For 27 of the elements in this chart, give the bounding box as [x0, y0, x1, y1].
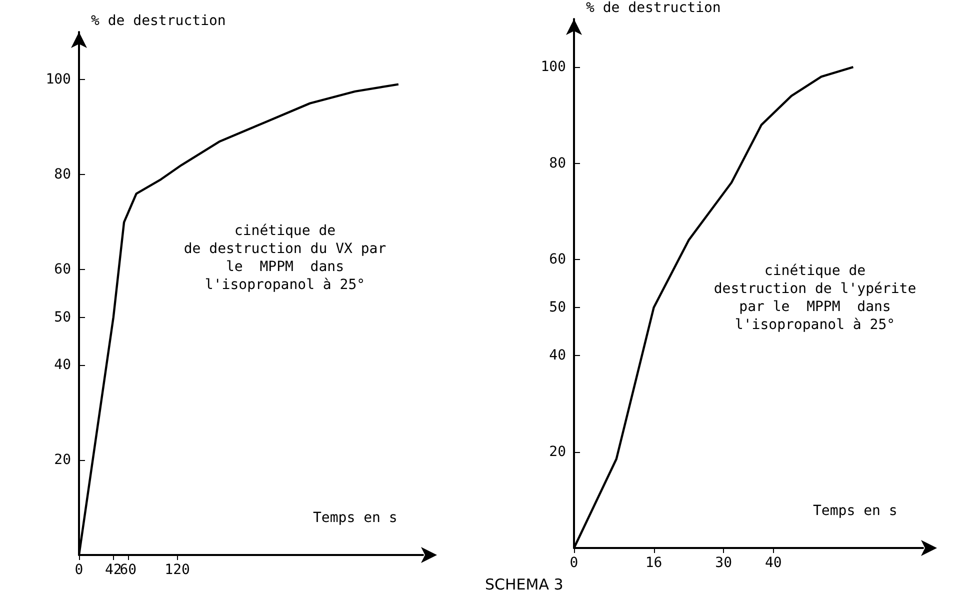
- y-tick-label: 50: [549, 300, 566, 316]
- x-axis-title: Temps en s: [313, 510, 398, 526]
- y-tick-label: 80: [549, 155, 566, 172]
- y-tick-label: 20: [549, 444, 566, 460]
- y-tick-label: 50: [54, 309, 71, 326]
- x-axis-title: Temps en s: [813, 503, 898, 519]
- text: SCHEMA 3: [485, 576, 564, 594]
- y-tick-label: 60: [549, 251, 566, 268]
- y-tick-label: 40: [54, 356, 71, 373]
- x-tick-label: 40: [765, 555, 782, 571]
- y-tick-label: 80: [54, 166, 71, 183]
- y-axis-title: % de destruction: [91, 13, 226, 29]
- y-tick-label: 100: [540, 59, 566, 76]
- y-tick-label: 40: [549, 348, 566, 364]
- x-tick-label: 0: [570, 555, 578, 571]
- annotation: cinétique de destruction de l'ypérite par le MPPM dans l'isopropanol à 25°: [714, 263, 916, 333]
- x-tick-label: 16: [645, 555, 662, 571]
- x-tick-label: 42: [104, 562, 122, 578]
- annotation: cinétique de de destruction du VX par le MPPM dans l'isopropanol à 25°: [184, 223, 386, 293]
- x-tick-label: 120: [164, 562, 190, 578]
- x-tick-label: 0: [74, 562, 84, 578]
- x-tick-label: 60: [120, 562, 137, 578]
- y-tick-label: 60: [54, 262, 71, 278]
- x-tick-label: 30: [715, 555, 732, 571]
- y-axis-title: % de destruction: [586, 0, 721, 16]
- y-tick-label: 100: [46, 72, 71, 88]
- y-tick-label: 20: [54, 452, 71, 468]
